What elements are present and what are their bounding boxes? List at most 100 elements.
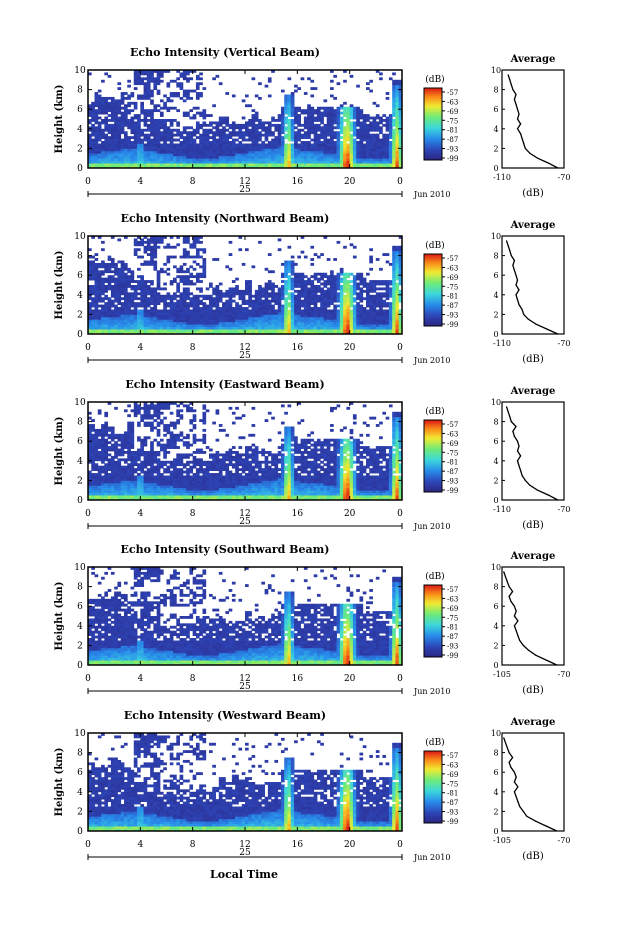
heatmap-cell xyxy=(153,243,158,247)
heatmap-cell xyxy=(290,304,295,308)
heatmap-cell xyxy=(258,307,262,310)
heatmap-cell xyxy=(120,292,125,296)
heatmap-cell xyxy=(323,163,328,166)
heatmap-cell xyxy=(336,148,341,152)
heatmap-cell xyxy=(264,297,269,301)
heatmap-cell xyxy=(320,324,324,328)
heatmap-cell xyxy=(163,136,167,139)
heatmap-cell xyxy=(352,321,357,325)
heatmap-cell xyxy=(192,304,197,308)
heatmap-cell xyxy=(248,138,252,142)
heatmap-cell xyxy=(248,289,252,293)
heatmap-cell xyxy=(215,294,220,298)
heatmap-cell xyxy=(392,153,396,157)
heatmap-cell xyxy=(290,282,295,286)
heatmap-cell xyxy=(94,446,99,449)
heatmap-cell xyxy=(137,163,141,166)
heatmap-cell xyxy=(97,148,102,152)
heatmap-cell xyxy=(104,495,109,498)
heatmap-cell xyxy=(339,106,344,110)
heatmap-cell xyxy=(143,153,148,157)
heatmap-cell xyxy=(307,163,311,166)
heatmap-cell xyxy=(189,165,194,169)
heatmap-cell xyxy=(395,331,400,335)
heatmap-cell xyxy=(333,111,337,115)
heatmap-cell xyxy=(127,331,131,335)
heatmap-cell xyxy=(215,292,220,296)
heatmap-cell xyxy=(176,236,180,239)
heatmap-cell xyxy=(369,319,373,323)
heatmap-cell xyxy=(101,468,105,471)
heatmap-cell xyxy=(104,485,109,489)
heatmap-cell xyxy=(146,133,151,137)
heatmap-cell xyxy=(398,277,403,281)
heatmap-cell xyxy=(261,292,266,296)
heatmap-cell xyxy=(156,104,161,108)
heatmap-cell xyxy=(110,114,115,117)
heatmap-cell xyxy=(150,131,154,135)
heatmap-cell xyxy=(150,262,154,266)
heatmap-cell xyxy=(225,289,230,293)
heatmap-cell xyxy=(88,72,92,76)
heatmap-cell xyxy=(107,101,112,105)
heatmap-cell xyxy=(369,255,373,259)
heatmap-cell xyxy=(150,123,154,127)
heatmap-cell xyxy=(290,292,295,296)
heatmap-cell xyxy=(382,329,387,332)
heatmap-cell xyxy=(192,128,197,132)
heatmap-cell xyxy=(225,141,230,144)
heatmap-cell xyxy=(218,319,223,323)
heatmap-cell xyxy=(182,72,187,76)
heatmap-cell xyxy=(398,121,403,125)
heatmap-cell xyxy=(294,84,298,88)
heatmap-cell xyxy=(114,133,118,137)
heatmap-cell xyxy=(97,143,102,147)
heatmap-cell xyxy=(352,111,357,115)
heatmap-cell xyxy=(297,128,301,132)
heatmap-cell xyxy=(186,316,190,320)
heatmap-cell xyxy=(343,331,347,335)
heatmap-cell xyxy=(307,114,311,117)
heatmap-cell xyxy=(189,316,194,320)
heatmap-cell xyxy=(101,143,105,147)
heatmap-cell xyxy=(186,270,190,274)
heatmap-cell xyxy=(150,119,154,122)
heatmap-cell xyxy=(205,141,210,144)
heatmap-cell xyxy=(310,111,315,115)
heatmap-cell xyxy=(326,287,331,291)
heatmap-cell xyxy=(110,136,115,139)
heatmap-cell xyxy=(189,89,194,93)
heatmap-cell xyxy=(375,104,380,108)
heatmap-cell xyxy=(349,116,354,120)
heatmap-cell xyxy=(195,150,200,154)
heatmap-cell xyxy=(127,141,131,144)
heatmap-cell xyxy=(238,128,243,132)
heatmap-cell xyxy=(313,304,318,308)
heatmap-cell xyxy=(323,158,328,162)
heatmap-cell xyxy=(205,114,210,117)
heatmap-cell xyxy=(101,431,105,435)
heatmap-cell xyxy=(104,280,109,283)
heatmap-cell xyxy=(146,128,151,132)
heatmap-cell xyxy=(303,121,308,125)
heatmap-cell xyxy=(127,324,131,328)
heatmap-cell xyxy=(245,138,249,142)
heatmap-cell xyxy=(127,148,131,152)
heatmap-cell xyxy=(235,307,239,310)
heatmap-cell xyxy=(228,294,233,298)
heatmap-cell xyxy=(225,116,230,120)
heatmap-cell xyxy=(359,131,364,135)
heatmap-cell xyxy=(218,128,223,132)
heatmap-cell xyxy=(97,326,102,330)
heatmap-cell xyxy=(359,138,364,142)
heatmap-cell xyxy=(169,324,174,328)
heatmap-cell xyxy=(218,326,223,330)
heatmap-cell xyxy=(94,297,99,301)
heatmap-cell xyxy=(146,111,151,115)
heatmap-cell xyxy=(88,473,92,476)
heatmap-cell xyxy=(127,299,131,303)
heatmap-cell xyxy=(140,160,144,164)
heatmap-cell xyxy=(159,111,164,115)
heatmap-cell xyxy=(199,280,203,283)
heatmap-cell xyxy=(248,319,252,323)
